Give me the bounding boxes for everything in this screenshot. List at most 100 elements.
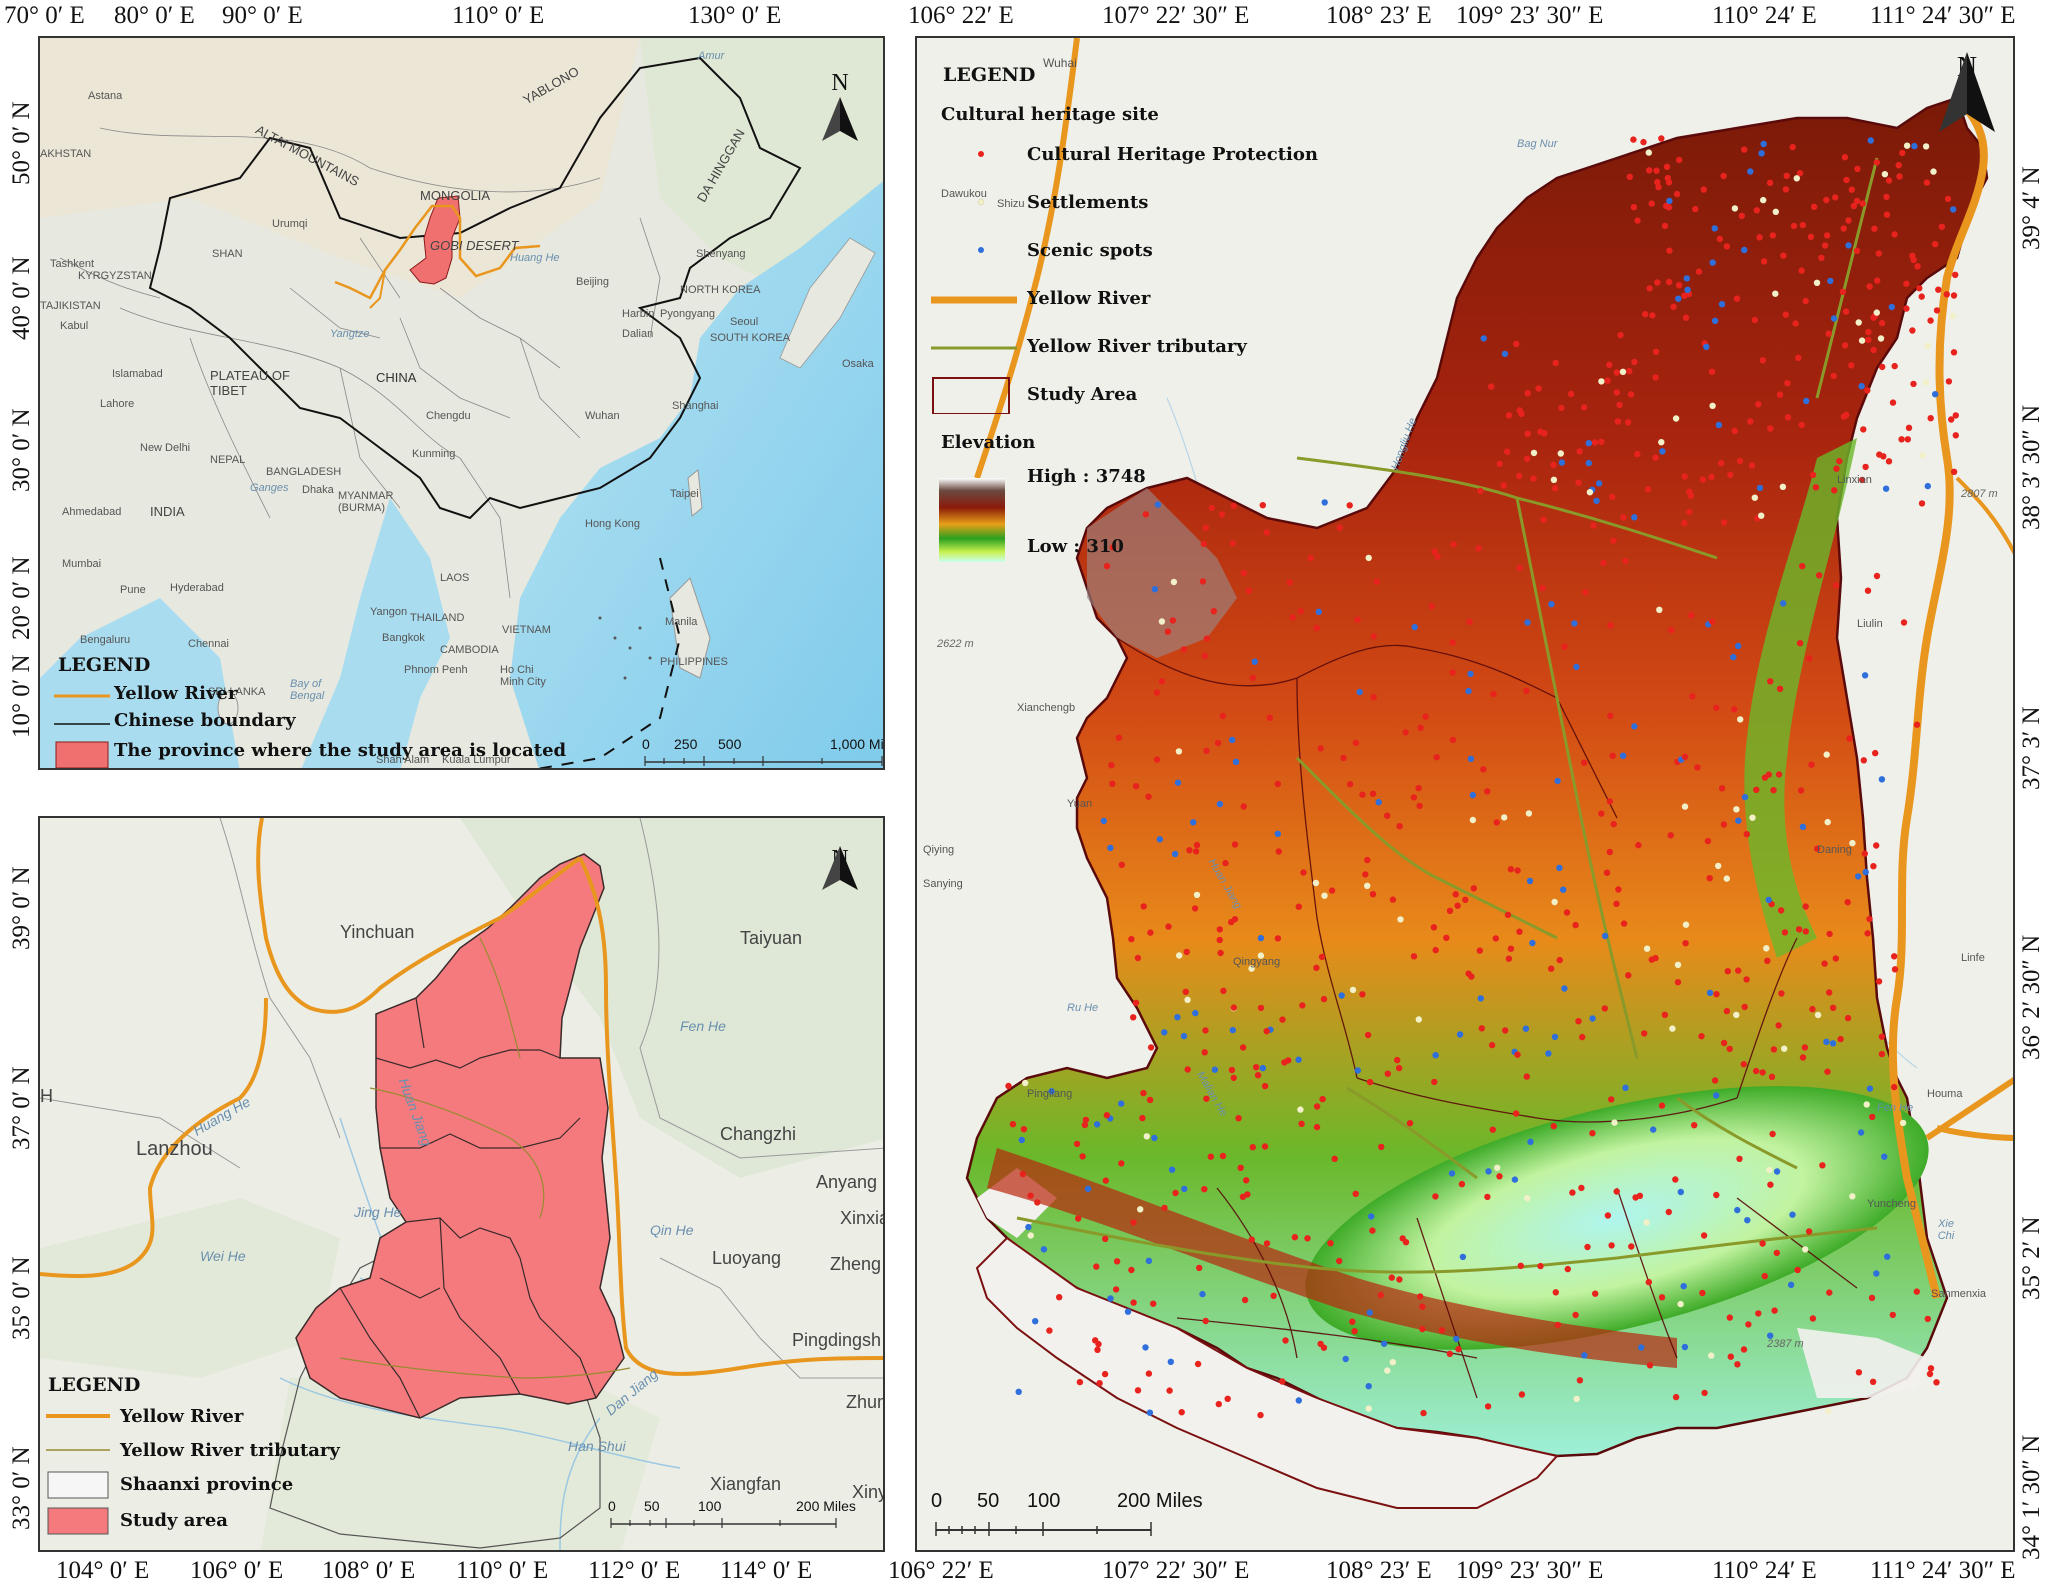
heritage-site-dot [1103, 1112, 1111, 1119]
heritage-site-dot [1759, 1069, 1766, 1076]
heritage-site-dot [1664, 174, 1671, 182]
heritage-site-dot [1231, 841, 1239, 848]
asia-overview-map[interactable]: Astana AKHSTAN MONGOLIA GOBI DESERT ALTA… [38, 36, 885, 770]
lat-tick: 39° 0′ N [8, 866, 35, 950]
place-label: Bangkok [382, 632, 425, 644]
study-area-elevation-map[interactable]: Wuhai Bag Nur Dawukou Shizu Linxian Liul… [915, 36, 2015, 1552]
heritage-site-dot [1910, 380, 1917, 388]
place-label: Dawukou [941, 188, 987, 200]
heritage-site-dot [1208, 504, 1215, 512]
heritage-site-dot [1895, 162, 1902, 169]
heritage-site-dot [1644, 486, 1652, 493]
heritage-site-dot [1952, 432, 1960, 439]
heritage-site-dot [1624, 419, 1632, 426]
heritage-site-dot [1829, 1004, 1837, 1011]
scenic-site-dot [1174, 779, 1182, 786]
scenic-site-dot [1048, 1088, 1055, 1095]
heritage-site-dot [1648, 200, 1655, 207]
settlement-site-dot [1384, 1367, 1391, 1374]
place-label: Chennai [188, 638, 229, 650]
scenic-site-dot [1295, 1397, 1302, 1404]
settlement-site-dot [1949, 313, 1957, 320]
heritage-site-dot [1182, 988, 1189, 995]
heritage-site-dot [1769, 232, 1777, 239]
place-label: Pyongyang [660, 308, 716, 320]
heritage-site-dot [1805, 1228, 1813, 1235]
heritage-site-dot [1790, 222, 1798, 230]
legend-item: Yellow River [1027, 288, 1151, 309]
heritage-site-dot [1507, 945, 1515, 952]
heritage-site-dot [1606, 848, 1613, 856]
heritage-site-dot [1230, 502, 1237, 509]
scenic-site-dot [1666, 197, 1673, 205]
settlement-site-dot [1672, 415, 1680, 422]
settlement-site-dot [1763, 945, 1770, 952]
heritage-site-dot [1313, 624, 1320, 632]
heritage-site-dot [1891, 953, 1898, 960]
place-label: Urumqi [272, 218, 308, 230]
heritage-site-dot [1767, 678, 1774, 685]
heritage-site-dot [1500, 482, 1507, 489]
scenic-site-dot [1888, 303, 1895, 311]
scenic-site-dot [1548, 601, 1555, 608]
scenic-site-dot [1375, 799, 1382, 806]
legend-item: Study area [120, 1510, 228, 1531]
scale-label: 0 [642, 736, 650, 752]
scenic-site-dot [1681, 1343, 1689, 1351]
heritage-site-dot [1641, 1030, 1648, 1037]
heritage-site-dot [1336, 524, 1343, 531]
heritage-site-dot [1846, 735, 1853, 742]
heritage-site-dot [1809, 471, 1817, 479]
settlement-site-dot [1643, 945, 1651, 952]
heritage-site-dot [1909, 252, 1916, 259]
heritage-site-dot [1848, 186, 1855, 193]
settlement-site-dot [1858, 337, 1866, 344]
place-label: H [40, 1086, 53, 1106]
heritage-site-dot [1253, 1064, 1260, 1071]
settlement-site-dot [1863, 1101, 1870, 1108]
heritage-site-dot [1661, 1011, 1669, 1018]
scenic-site-dot [1100, 817, 1107, 825]
place-label: SHAN [212, 248, 243, 260]
scenic-site-dot [1365, 1383, 1372, 1390]
lon-tick: 110° 0′ E [456, 1557, 549, 1584]
heritage-site-dot [1872, 749, 1879, 757]
heritage-site-dot [1751, 316, 1758, 324]
heritage-site-dot [1210, 608, 1217, 615]
heritage-site-dot [1328, 887, 1336, 894]
heritage-site-dot [1708, 473, 1715, 481]
heritage-site-dot [1590, 522, 1597, 529]
heritage-site-dot [1554, 1321, 1562, 1329]
heritage-site-dot [1755, 1310, 1762, 1317]
scenic-site-dot [1741, 246, 1748, 254]
heritage-site-dot [1753, 207, 1760, 214]
heritage-site-dot [1203, 747, 1210, 755]
region-overview-map[interactable]: Yinchuan Taiyuan Lanzhou Changzhi Anyang… [38, 816, 885, 1552]
heritage-site-dot [1450, 541, 1457, 548]
north-arrow: N [820, 70, 860, 147]
heritage-site-dot [1102, 1235, 1109, 1243]
heritage-site-dot [1747, 418, 1754, 425]
scenic-site-dot [1744, 1217, 1751, 1224]
heritage-site-dot [1130, 1014, 1137, 1021]
heritage-site-dot [1438, 1327, 1446, 1334]
heritage-site-dot [1214, 739, 1222, 747]
place-label: Mumbai [62, 558, 102, 570]
scenic-site-dot [1467, 755, 1475, 762]
heritage-site-dot [1613, 1188, 1620, 1195]
heritage-site-dot [1770, 787, 1777, 794]
heritage-site-dot [1282, 1337, 1289, 1344]
place-label: MYANMAR (BURMA) [338, 490, 394, 514]
heritage-site-dot [1860, 426, 1867, 433]
place-label: Jing He [354, 1204, 402, 1220]
place-label: NORTH KOREA [680, 284, 761, 296]
heritage-site-dot [1454, 902, 1461, 909]
scenic-site-dot [1522, 1025, 1530, 1032]
heritage-site-dot [1396, 1276, 1403, 1283]
heritage-site-dot [1239, 1044, 1247, 1051]
heritage-site-dot [1279, 1378, 1286, 1385]
heritage-site-dot [1675, 282, 1683, 289]
heritage-site-dot [1767, 1181, 1774, 1188]
north-arrow-icon [822, 846, 858, 890]
heritage-site-dot [1449, 669, 1456, 676]
